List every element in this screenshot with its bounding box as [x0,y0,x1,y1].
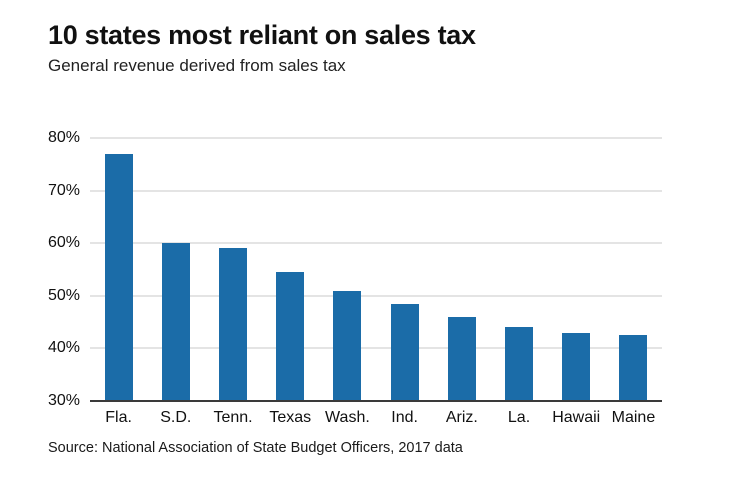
bar [505,327,534,401]
bar-series [90,138,662,401]
y-tick-label: 70% [47,181,80,199]
x-tick-label: Ariz. [445,409,478,426]
bar-column [90,138,147,401]
x-tick-label: La. [507,409,531,426]
bar-column [376,138,433,401]
bar [219,248,247,401]
plot-area: 30% 40% 50% 60% 70% 80% [48,130,662,409]
x-tick-label: Fla. [105,409,132,426]
x-tick-label: Tenn. [213,409,253,426]
bar-column [605,138,662,401]
bar-column [319,138,376,401]
bar [562,332,591,401]
chart-title: 10 states most reliant on sales tax [48,20,476,50]
bar [104,153,133,401]
source-note: Source: National Association of State Bu… [48,440,463,456]
bar [276,272,305,401]
y-tick-label: 50% [47,286,80,304]
bar-chart: 30% 40% 50% 60% 70% 80% Fla. S.D. Tenn. Texas Was… [48,130,662,426]
bar [333,290,362,401]
bar-column [204,138,261,401]
x-axis-line [90,400,662,402]
bar-column [262,138,319,401]
bar-column [548,138,605,401]
bar [161,243,190,401]
x-tick-label: S.D. [160,409,192,426]
bar [447,316,476,401]
x-tick-label: Maine [611,409,656,426]
y-tick-label: 60% [47,234,80,252]
x-tick-label: Wash. [325,409,370,426]
x-tick-label: Hawaii [552,409,601,426]
x-axis-labels: Fla. S.D. Tenn. Texas Wash. Ind. Ariz. La. Hawai… [90,409,662,427]
x-tick-label: Texas [269,409,312,426]
bar-column [147,138,204,401]
gridline [90,242,662,244]
gridline [90,190,662,192]
bar [619,335,648,401]
y-tick-label: 40% [47,339,80,357]
bar-column [490,138,547,401]
chart-subtitle: General revenue derived from sales tax [48,56,346,76]
gridline [90,295,662,297]
y-tick-label: 80% [47,129,80,146]
gridline [90,347,662,349]
y-tick-label: 30% [47,392,80,409]
gridline [90,137,662,139]
bar [390,303,419,401]
x-tick-label: Ind. [391,409,418,426]
bar-column [433,138,490,401]
